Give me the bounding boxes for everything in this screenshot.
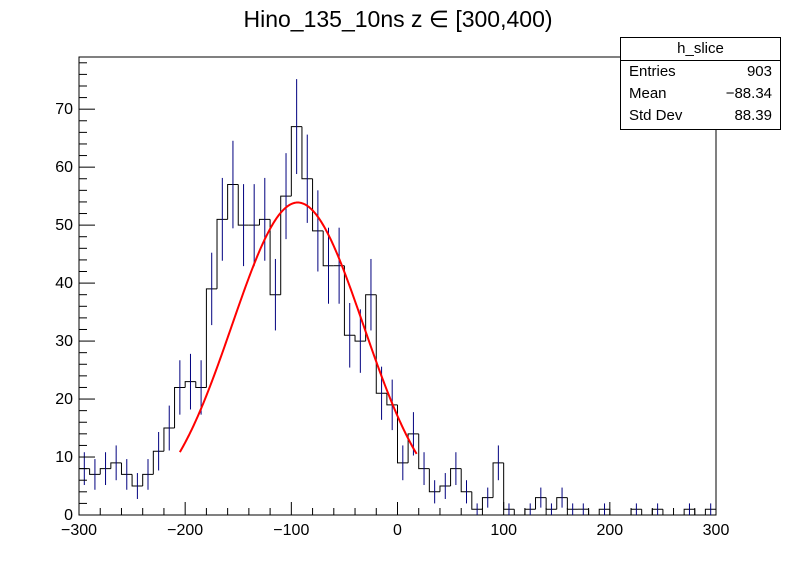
histogram-bin — [195, 381, 207, 388]
histogram-bin — [375, 294, 387, 394]
x-tick-label: 200 — [596, 522, 623, 539]
histogram-bin — [662, 509, 674, 516]
fit-curve — [178, 201, 418, 455]
histogram-bin — [184, 381, 196, 388]
histogram-bin — [556, 497, 568, 510]
histogram-bin — [598, 508, 610, 515]
histogram-bin — [110, 462, 122, 469]
histogram-bin — [322, 230, 334, 267]
histogram-bin — [365, 294, 377, 342]
histogram-bin — [120, 462, 133, 475]
histogram-bin — [99, 468, 111, 475]
histogram-bin — [142, 473, 154, 487]
histogram-bin — [471, 491, 483, 510]
histogram-bin — [205, 288, 218, 388]
histogram-bin — [460, 468, 472, 493]
histogram-bin — [152, 450, 164, 475]
histogram-bin — [503, 462, 515, 510]
x-tick-label: 100 — [490, 522, 517, 539]
histogram-bin — [513, 509, 525, 516]
stats-entries-row: Entries 903 — [621, 61, 780, 83]
y-tick-label: 30 — [55, 333, 73, 350]
histogram-bin — [163, 427, 175, 452]
histogram-bin — [683, 508, 695, 515]
y-tick-label: 60 — [55, 159, 73, 176]
x-tick-label: 300 — [703, 522, 730, 539]
histogram-bin — [609, 509, 621, 516]
histogram-bin — [312, 178, 324, 232]
histogram-bin — [343, 265, 356, 336]
stats-mean-row: Mean −88.34 — [621, 83, 780, 105]
histogram-bin — [386, 393, 398, 406]
histogram-bin — [407, 433, 419, 463]
histogram-bin — [428, 468, 440, 493]
gaussian-fit — [178, 201, 418, 455]
chart-title: Hino_135_10ns z ∈ [300,400) — [243, 6, 553, 32]
histogram-bin — [481, 497, 494, 510]
y-tick-label: 10 — [55, 449, 73, 466]
y-tick-label: 70 — [55, 101, 73, 118]
histogram-bin — [354, 335, 366, 342]
histogram-bin — [237, 184, 249, 226]
histogram-bin — [641, 509, 653, 516]
histogram-bin — [588, 509, 600, 516]
histogram-bin — [290, 126, 302, 197]
histogram-bin — [227, 184, 239, 220]
stats-mean-label: Mean — [629, 85, 667, 102]
histogram-bin — [216, 218, 228, 289]
histogram-bin — [301, 126, 313, 180]
stats-std-label: Std Dev — [629, 107, 683, 124]
histogram-series — [78, 126, 717, 516]
histogram-bin — [450, 468, 462, 487]
histogram-bin — [535, 497, 547, 510]
y-tick-label: 50 — [55, 217, 73, 234]
x-tick-label: 0 — [393, 522, 402, 539]
histogram-bin — [131, 474, 143, 487]
y-axis: 0 10 20 30 40 50 60 70 — [55, 62, 95, 524]
stats-entries-value: 903 — [746, 63, 772, 80]
x-tick-label: −300 — [61, 522, 97, 539]
stats-name: h_slice — [621, 38, 780, 61]
histogram-bin — [89, 468, 101, 475]
stats-std-value: 88.39 — [734, 107, 772, 124]
histogram-bin — [704, 508, 716, 515]
histogram-bin — [418, 433, 430, 470]
histogram-bin — [269, 219, 281, 296]
x-tick-label: −200 — [167, 522, 203, 539]
y-tick-label: 20 — [55, 391, 73, 408]
histogram-bin — [439, 485, 451, 492]
histogram-bin — [280, 195, 292, 295]
histogram-bin — [397, 404, 409, 464]
y-tick-label: 40 — [55, 275, 73, 292]
x-axis: −300 −200 −100 0 100 200 300 — [61, 502, 729, 539]
stats-entries-label: Entries — [629, 63, 676, 80]
y-tick-label: 0 — [64, 507, 73, 524]
stats-mean-value: −88.34 — [725, 85, 772, 102]
histogram-bin — [258, 218, 271, 226]
histogram-bin — [174, 386, 186, 429]
histogram-bin — [694, 509, 706, 516]
histogram-bin — [492, 462, 504, 498]
stats-std-row: Std Dev 88.39 — [621, 105, 780, 127]
stats-box: h_slice Entries 903 Mean −88.34 Std Dev … — [620, 37, 781, 130]
x-tick-label: −100 — [273, 522, 309, 539]
